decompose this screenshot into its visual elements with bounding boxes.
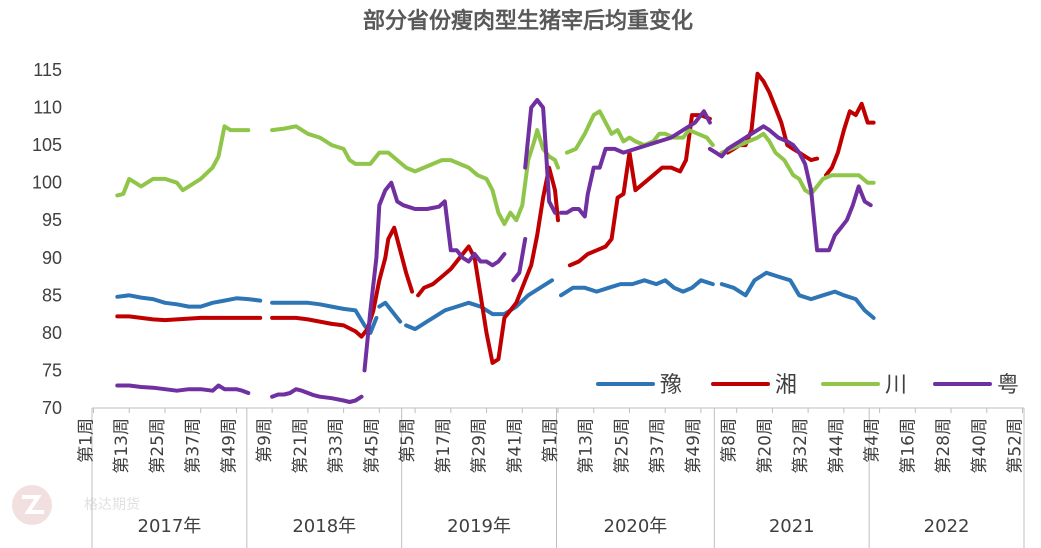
series-line-粤 xyxy=(523,98,557,215)
x-tick-label: 第13周 xyxy=(577,418,597,474)
x-tick-label: 第32周 xyxy=(791,418,811,474)
x-tick-label: 第25周 xyxy=(148,418,168,474)
x-tick-label: 第52周 xyxy=(1006,418,1026,474)
x-tick-label: 第4周 xyxy=(863,418,883,463)
y-tick-label: 115 xyxy=(33,60,62,80)
year-label: 2019年 xyxy=(447,516,511,537)
series-line-湘 xyxy=(824,101,876,178)
y-tick-label: 95 xyxy=(42,210,62,230)
x-axis: 第1周 第13周 第25周 第37周 第49周 第9周 第21周 第33周 第45周 第5周 第17… xyxy=(77,407,1026,548)
year-label: 2022 xyxy=(924,516,970,537)
series-line-豫 xyxy=(559,278,715,298)
legend: 豫湘川粤 xyxy=(596,373,1019,398)
series-line-豫 xyxy=(115,293,263,309)
x-tick-label: 第16周 xyxy=(898,418,918,474)
x-tick-label: 第41周 xyxy=(505,418,525,474)
y-tick-label: 70 xyxy=(42,398,62,418)
x-tick-label: 第49周 xyxy=(219,418,239,474)
x-tick-label: 第8周 xyxy=(720,418,740,463)
series-layer xyxy=(115,71,876,404)
watermark-logo-icon xyxy=(12,485,52,525)
series-line-粤 xyxy=(707,124,873,253)
watermark-text: 格达期货 xyxy=(84,496,140,513)
series-line-粤 xyxy=(511,237,528,283)
x-tick-label: 第21周 xyxy=(291,418,311,474)
series-line-川 xyxy=(270,124,560,226)
series-川 xyxy=(115,109,876,226)
x-tick-label: 第40周 xyxy=(970,418,990,474)
chart-title: 部分省份瘦肉型生猪宰后均重变化 xyxy=(363,8,693,34)
x-tick-label: 第44周 xyxy=(827,418,847,474)
x-tick-label: 第28周 xyxy=(934,418,954,474)
series-line-川 xyxy=(115,124,251,198)
series-line-豫 xyxy=(377,300,403,324)
year-label: 2020年 xyxy=(604,516,668,537)
series-line-湘 xyxy=(416,165,560,365)
watermark: 格达期货 xyxy=(12,485,140,525)
year-label: 2018年 xyxy=(292,516,356,537)
series-line-豫 xyxy=(719,270,876,320)
y-axis: 70 75 80 85 90 95 100 105 110 115 xyxy=(32,60,62,418)
x-tick-label: 第33周 xyxy=(327,418,347,474)
legend-label-川: 川 xyxy=(885,373,907,398)
x-tick-label: 第37周 xyxy=(648,418,668,474)
series-line-湘 xyxy=(567,113,712,268)
x-tick-label: 第5周 xyxy=(398,418,418,463)
series-line-湘 xyxy=(115,314,263,323)
year-label: 2017年 xyxy=(138,516,202,537)
y-tick-label: 75 xyxy=(42,360,62,380)
x-tick-label: 第13周 xyxy=(112,418,132,474)
legend-label-湘: 湘 xyxy=(775,373,797,398)
x-tick-label: 第17周 xyxy=(434,418,454,474)
y-tick-label: 110 xyxy=(33,98,62,118)
y-tick-label: 90 xyxy=(42,248,62,268)
x-tick-label: 第29周 xyxy=(470,418,490,474)
y-tick-label: 80 xyxy=(42,323,62,343)
legend-label-豫: 豫 xyxy=(660,373,682,398)
series-line-川 xyxy=(564,109,715,155)
series-湘 xyxy=(115,71,876,365)
y-tick-label: 105 xyxy=(32,135,62,155)
x-tick-label: 第1周 xyxy=(541,418,561,463)
series-粤 xyxy=(115,98,873,404)
x-tick-label: 第45周 xyxy=(362,418,382,474)
series-line-川 xyxy=(719,131,876,196)
series-line-粤 xyxy=(559,109,712,219)
x-tick-label: 第20周 xyxy=(755,418,775,474)
x-tick-label: 第25周 xyxy=(613,418,633,474)
x-tick-label: 第37周 xyxy=(184,418,204,474)
x-tick-label: 第1周 xyxy=(77,418,97,463)
legend-label-粤: 粤 xyxy=(997,373,1019,398)
y-tick-label: 100 xyxy=(32,173,62,193)
series-line-豫 xyxy=(404,278,554,332)
x-tick-label: 第49周 xyxy=(684,418,704,474)
series-line-粤 xyxy=(270,387,364,404)
series-line-粤 xyxy=(115,383,251,395)
series-line-湘 xyxy=(270,225,415,339)
series-line-粤 xyxy=(362,180,507,373)
y-tick-label: 85 xyxy=(42,285,62,305)
year-label: 2021 xyxy=(769,516,815,537)
x-tick-label: 第9周 xyxy=(255,418,275,463)
series-豫 xyxy=(115,270,876,335)
